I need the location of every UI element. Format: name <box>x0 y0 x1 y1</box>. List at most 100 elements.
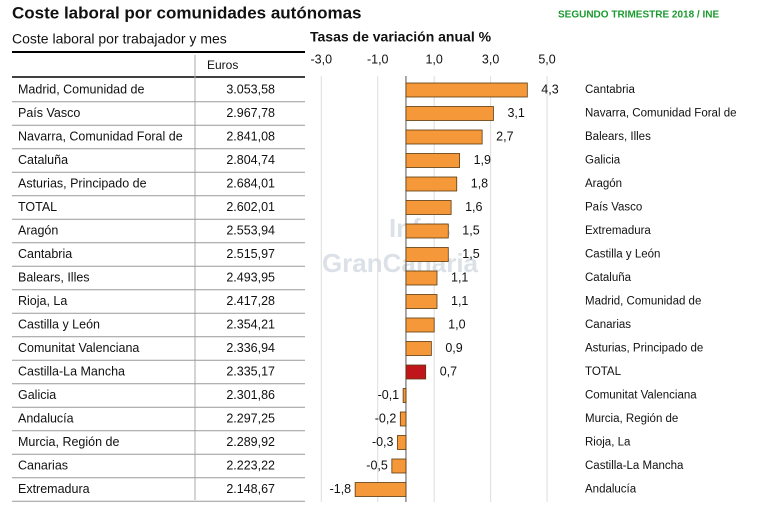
category-label: Castilla-La Mancha <box>585 460 684 472</box>
row-name: Rioja, La <box>18 294 67 308</box>
watermark: GranCanaria <box>322 248 479 278</box>
data-label: 1,0 <box>448 317 465 331</box>
category-label: Murcia, Región de <box>585 413 678 425</box>
x-tick-label: -3,0 <box>311 52 333 66</box>
row-name: Castilla y León <box>18 317 100 331</box>
row-name: Comunitat Valenciana <box>18 341 139 355</box>
category-label: Cantabria <box>585 84 635 96</box>
data-label: 1,8 <box>471 176 488 190</box>
category-label: Cataluña <box>585 272 632 284</box>
bar <box>405 176 458 192</box>
data-label: 2,7 <box>496 129 513 143</box>
data-label: 0,7 <box>440 364 457 378</box>
chart-title: Tasas de variación anual % <box>310 29 492 45</box>
data-label: 1,1 <box>451 270 468 284</box>
data-label: -0,5 <box>366 458 388 472</box>
row-name: País Vasco <box>18 106 80 120</box>
row-name: Navarra, Comunidad Foral de <box>18 129 183 143</box>
bar <box>405 106 494 121</box>
bar <box>405 200 452 215</box>
category-label: Andalucía <box>585 484 637 496</box>
bar <box>405 153 460 168</box>
data-label: -0,1 <box>378 388 400 402</box>
row-name: Castilla-La Mancha <box>18 364 125 378</box>
data-label: 1,6 <box>465 200 482 214</box>
source: SEGUNDO TRIMESTRE 2018 / INE <box>558 10 719 21</box>
bar <box>405 247 449 262</box>
bar <box>405 341 432 356</box>
row-value: 2.493,95 <box>226 270 275 284</box>
bar <box>405 223 449 239</box>
bar <box>405 294 438 309</box>
category-label: Canarias <box>585 319 631 331</box>
x-tick-label: 5,0 <box>538 52 555 66</box>
row-name: Andalucía <box>18 411 74 425</box>
row-value: 2.297,25 <box>226 411 275 425</box>
row-name: Aragón <box>18 223 58 237</box>
row-value: 2.684,01 <box>226 176 275 190</box>
x-tick-label: 1,0 <box>425 52 442 66</box>
data-label: 1,1 <box>451 294 468 308</box>
data-label: 1,9 <box>474 153 491 167</box>
row-name: Madrid, Comunidad de <box>18 82 145 96</box>
category-label: Extremadura <box>585 225 651 237</box>
table-title: Coste laboral por trabajador y mes <box>12 31 227 47</box>
bar <box>354 482 407 497</box>
row-value: 2.223,22 <box>226 458 275 472</box>
row-value: 2.148,67 <box>226 482 275 496</box>
row-name: Balears, Illes <box>18 270 90 284</box>
category-label: Rioja, La <box>585 437 631 449</box>
category-label: Castilla y León <box>585 249 660 261</box>
category-label: Navarra, Comunidad Foral de <box>585 108 737 120</box>
row-name: Cataluña <box>18 153 68 167</box>
x-tick-label: 3,0 <box>482 52 499 66</box>
row-name: Asturias, Principado de <box>18 176 147 190</box>
category-label: Aragón <box>585 178 622 190</box>
category-label: Comunitat Valenciana <box>585 390 697 402</box>
data-label: 4,3 <box>541 82 558 96</box>
row-name: Extremadura <box>18 482 90 496</box>
bar <box>391 458 407 474</box>
row-name: Murcia, Región de <box>18 435 119 449</box>
data-label: -0,2 <box>375 411 397 425</box>
row-name: Canarias <box>18 458 68 472</box>
row-name: TOTAL <box>18 200 57 214</box>
row-value: 2.335,17 <box>226 364 275 378</box>
row-value: 2.515,97 <box>226 247 275 261</box>
bar <box>405 82 528 98</box>
row-value: 2.602,01 <box>226 200 275 214</box>
bar <box>399 411 407 427</box>
bar <box>397 435 407 450</box>
category-label: País Vasco <box>585 202 642 214</box>
data-label: 1,5 <box>462 247 479 261</box>
row-value: 2.967,78 <box>226 106 275 120</box>
row-name: Cantabria <box>18 247 72 261</box>
row-name: Galicia <box>18 388 56 402</box>
bar <box>405 317 435 333</box>
row-value: 2.289,92 <box>226 435 275 449</box>
category-label: Galicia <box>585 155 621 167</box>
row-value: 2.301,86 <box>226 388 275 402</box>
row-value: 2.553,94 <box>226 223 275 237</box>
bar <box>405 364 427 380</box>
category-label: Madrid, Comunidad de <box>585 296 701 308</box>
category-label: Asturias, Principado de <box>585 343 703 355</box>
bar <box>405 129 483 145</box>
data-label: 1,5 <box>462 223 479 237</box>
data-label: 3,1 <box>507 106 524 120</box>
x-tick-label: -1,0 <box>367 52 389 66</box>
row-value: 2.417,28 <box>226 294 275 308</box>
row-value: 2.841,08 <box>226 129 275 143</box>
row-value: 3.053,58 <box>226 82 275 96</box>
data-label: -1,8 <box>330 482 352 496</box>
data-label: 0,9 <box>445 341 462 355</box>
category-label: TOTAL <box>585 366 622 378</box>
data-label: -0,3 <box>372 435 394 449</box>
table-header: Euros <box>207 58 238 72</box>
row-value: 2.336,94 <box>226 341 275 355</box>
category-label: Balears, Illes <box>585 131 651 143</box>
bar <box>402 388 407 403</box>
bar <box>405 270 438 286</box>
row-value: 2.354,21 <box>226 317 275 331</box>
